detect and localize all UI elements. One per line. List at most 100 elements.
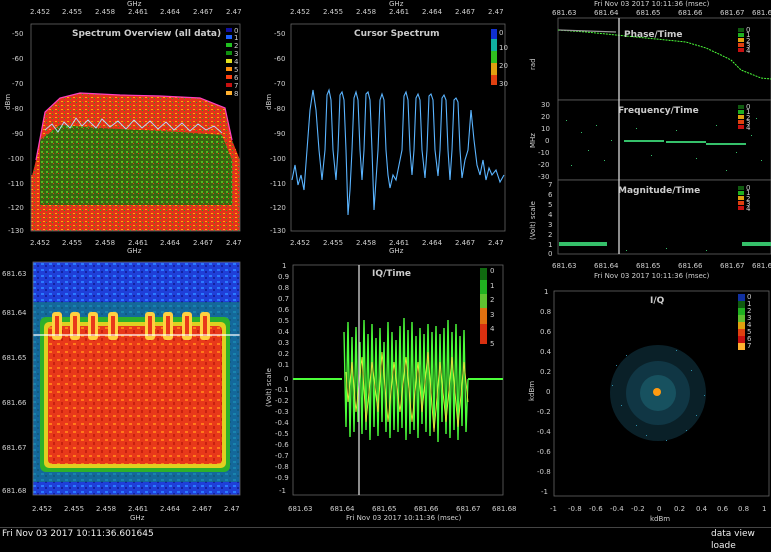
iq-time-y-tick: -0.1 xyxy=(275,386,289,394)
magnitude-time-title: Magnitude/Time xyxy=(618,186,701,196)
cursor-top-tick: 2.461 xyxy=(389,8,410,16)
iq-time-y-tick: 0 xyxy=(284,375,289,383)
iq-x-tick: -0.8 xyxy=(568,505,582,513)
legend-label: 3 xyxy=(234,50,239,58)
cursor-y-tick: -120 xyxy=(270,204,286,212)
legend-label: 3 xyxy=(490,311,495,319)
iq-constellation-panel[interactable]: I/Q kdBm kdBm 0 1 2 3 4 5 6 7 -1 -0.8 -0… xyxy=(526,285,771,525)
iq-x-tick: 0.8 xyxy=(738,505,750,513)
cursor-bottom-tick: 2.458 xyxy=(356,239,377,247)
frequency-y-tick: -10 xyxy=(538,149,550,157)
overview-y-tick: -60 xyxy=(12,55,24,63)
legend-label: 1 xyxy=(746,189,751,197)
phase-y-unit: rad xyxy=(529,58,537,70)
phase-trace xyxy=(557,29,771,80)
cursor-y-tick: -60 xyxy=(274,55,286,63)
spectrogram-y-tick: 681.66 xyxy=(2,399,27,407)
iq-time-plot[interactable] xyxy=(262,262,522,525)
iq-y-tick: 0.4 xyxy=(540,348,552,356)
magnitude-x-tick: 681.63 xyxy=(552,262,577,270)
iq-time-y-tick: 0.5 xyxy=(278,317,290,325)
cursor-top-tick: 2.452 xyxy=(290,8,311,16)
cursor-spectrum-panel[interactable]: Cursor Spectrum GHz GHz dBm 2.452 2.455 … xyxy=(262,0,522,262)
time-domain-plots[interactable] xyxy=(526,0,771,285)
phase-top-tick: 681.68 xyxy=(752,9,771,17)
iq-time-y-tick: -0.6 xyxy=(275,441,289,449)
magnitude-y-tick: 5 xyxy=(548,201,553,209)
legend-label: 4 xyxy=(746,205,751,213)
iq-time-y-tick: -0.4 xyxy=(275,419,289,427)
overview-top-tick: 2.455 xyxy=(62,8,83,16)
cursor-y-tick: -130 xyxy=(270,227,286,235)
iq-x-tick: 0.4 xyxy=(696,505,708,513)
time-domain-panel[interactable]: Fri Nov 03 2017 10:11:36 (msec) 681.63 6… xyxy=(526,0,771,285)
iq-y-tick: 0.8 xyxy=(540,308,552,316)
cursor-top-tick: 2.455 xyxy=(323,8,344,16)
iq-time-burst xyxy=(343,317,469,443)
phase-color-legend xyxy=(738,28,744,52)
iq-y-tick: 1 xyxy=(544,288,549,296)
spectrogram-y-tick: 681.68 xyxy=(2,487,27,495)
overview-bottom-tick: 2.455 xyxy=(62,239,83,247)
legend-label: 3 xyxy=(747,314,752,322)
status-message: data view loade xyxy=(711,529,755,551)
legend-label: 0 xyxy=(234,27,239,35)
iq-time-y-tick: 1 xyxy=(282,262,287,270)
cursor-y-tick: -50 xyxy=(274,30,286,38)
spectrogram-x-tick: 2.464 xyxy=(160,505,181,513)
iq-color-legend xyxy=(738,294,745,350)
magnitude-y-tick: 1 xyxy=(548,241,553,249)
cursor-spectrum-plot[interactable] xyxy=(262,0,522,262)
legend-label: 1 xyxy=(746,108,751,116)
iq-time-y-tick: 0.7 xyxy=(278,295,290,303)
iq-y-tick: -0.8 xyxy=(537,468,551,476)
spectrogram-y-tick: 681.64 xyxy=(2,309,27,317)
legend-label: 1 xyxy=(747,300,752,308)
iq-y-tick: -1 xyxy=(541,488,548,496)
overview-top-unit: GHz xyxy=(127,0,142,8)
overview-bottom-unit: GHz xyxy=(127,247,142,255)
iq-time-panel[interactable]: IQ/Time (Volt) scale Fri Nov 03 2017 10:… xyxy=(262,262,522,525)
legend-label: 0 xyxy=(746,26,751,34)
iq-x-tick: 1 xyxy=(762,505,767,513)
cursor-bottom-tick: 2.47 xyxy=(488,239,504,247)
iq-title: I/Q xyxy=(650,296,665,306)
overview-y-tick: -120 xyxy=(8,204,24,212)
overview-top-tick: 2.47 xyxy=(226,8,242,16)
status-bar: Fri Nov 03 2017 10:11:36.601645 data vie… xyxy=(0,527,771,551)
overview-y-tick: -70 xyxy=(12,80,24,88)
legend-label: 20 xyxy=(499,62,508,70)
legend-label: 6 xyxy=(747,335,752,343)
spectrogram-y-tick: 681.63 xyxy=(2,270,27,278)
iq-y-tick: -0.6 xyxy=(537,448,551,456)
phase-top-tick: 681.66 xyxy=(678,9,703,17)
legend-label: 0 xyxy=(499,29,504,37)
magnitude-color-legend xyxy=(738,186,744,210)
overview-y-tick: -130 xyxy=(8,227,24,235)
legend-label: 5 xyxy=(747,328,752,336)
iq-constellation-plot[interactable] xyxy=(526,285,771,525)
legend-label: 6 xyxy=(234,74,239,82)
iq-time-y-tick: 0.4 xyxy=(278,328,290,336)
spectrogram-x-unit: GHz xyxy=(130,514,145,522)
spectrum-overview-plot[interactable] xyxy=(0,0,260,262)
iq-x-tick: -0.6 xyxy=(589,505,603,513)
spectrogram-plot[interactable] xyxy=(0,261,260,525)
iq-time-y-tick: -0.8 xyxy=(275,463,289,471)
overview-bottom-tick: 2.464 xyxy=(160,239,181,247)
legend-label: 4 xyxy=(746,124,751,132)
iq-time-y-tick: 0.3 xyxy=(278,339,290,347)
iq-y-tick: -0.2 xyxy=(537,408,551,416)
spectrum-overview-panel[interactable]: Spectrum Overview (all data) GHz GHz dBm… xyxy=(0,0,260,262)
legend-label: 1 xyxy=(234,34,239,42)
legend-label: 5 xyxy=(234,66,239,74)
magnitude-x-tick: 681.66 xyxy=(678,262,703,270)
overview-top-tick: 2.461 xyxy=(128,8,149,16)
frequency-y-unit: MHz xyxy=(529,133,537,148)
spectrogram-panel[interactable]: GHz 2.452 2.455 2.458 2.461 2.464 2.467 … xyxy=(0,261,260,525)
iq-time-title: IQ/Time xyxy=(372,269,411,279)
iq-time-y-tick: 0.1 xyxy=(278,361,290,369)
iq-center-point xyxy=(653,388,661,396)
phase-top-tick: 681.67 xyxy=(720,9,745,17)
overview-y-tick: -110 xyxy=(8,180,24,188)
